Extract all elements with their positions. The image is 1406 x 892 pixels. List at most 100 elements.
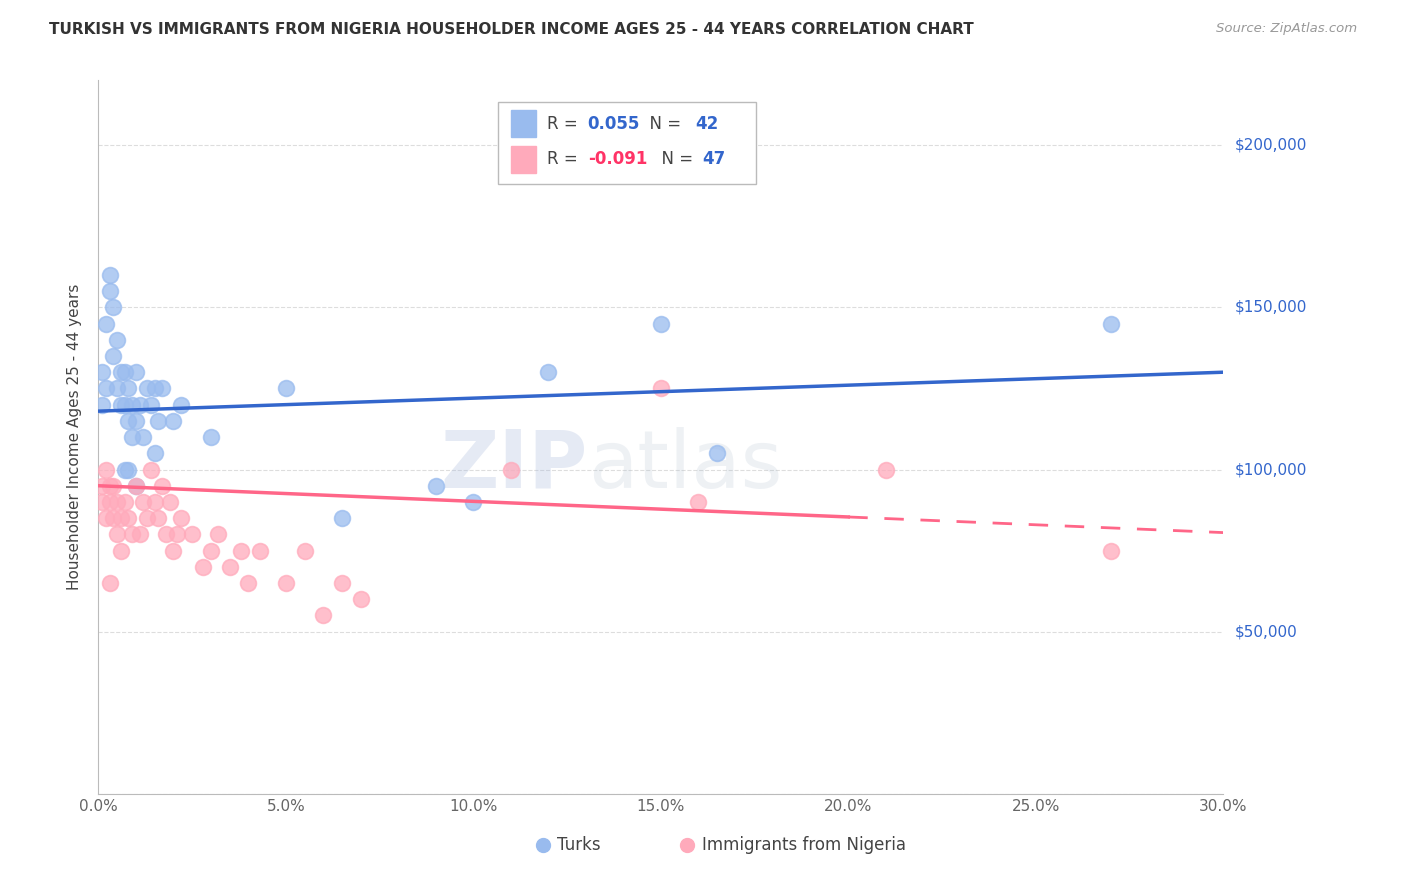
Point	[350, 592, 373, 607]
Point	[121, 398, 143, 412]
Point	[148, 414, 170, 428]
Point	[114, 398, 136, 412]
Text: Turks: Turks	[557, 837, 600, 855]
Point	[105, 333, 128, 347]
Point	[98, 284, 121, 298]
Point	[103, 349, 125, 363]
Point	[463, 495, 485, 509]
Point	[110, 365, 132, 379]
Point	[425, 479, 447, 493]
Point	[91, 398, 114, 412]
Point	[128, 398, 150, 412]
Point	[294, 543, 316, 558]
Text: -0.091: -0.091	[588, 151, 647, 169]
Point	[121, 430, 143, 444]
Text: $200,000: $200,000	[1234, 137, 1306, 153]
Point	[105, 381, 128, 395]
Point	[150, 479, 173, 493]
Point	[159, 495, 181, 509]
Text: 47: 47	[703, 151, 725, 169]
Point	[94, 462, 117, 476]
Point	[110, 398, 132, 412]
Point	[98, 268, 121, 282]
Point	[150, 381, 173, 395]
Point	[94, 511, 117, 525]
Point	[688, 495, 710, 509]
Point	[148, 511, 170, 525]
Text: Immigrants from Nigeria: Immigrants from Nigeria	[703, 837, 907, 855]
Point	[312, 608, 335, 623]
Point	[650, 317, 672, 331]
Point	[238, 576, 260, 591]
Point	[162, 414, 184, 428]
Text: $150,000: $150,000	[1234, 300, 1306, 315]
Point	[330, 576, 353, 591]
Text: $50,000: $50,000	[1234, 624, 1298, 640]
Point	[139, 462, 162, 476]
Point	[105, 495, 128, 509]
Point	[143, 495, 166, 509]
Point	[91, 365, 114, 379]
Point	[91, 495, 114, 509]
Point	[274, 576, 297, 591]
Text: $100,000: $100,000	[1234, 462, 1306, 477]
Point	[132, 495, 155, 509]
Point	[1099, 543, 1122, 558]
Point	[143, 446, 166, 460]
Point	[94, 381, 117, 395]
Point	[200, 543, 222, 558]
Point	[125, 365, 148, 379]
Point	[94, 317, 117, 331]
Text: Source: ZipAtlas.com: Source: ZipAtlas.com	[1216, 22, 1357, 36]
Point	[136, 381, 159, 395]
Text: TURKISH VS IMMIGRANTS FROM NIGERIA HOUSEHOLDER INCOME AGES 25 - 44 YEARS CORRELA: TURKISH VS IMMIGRANTS FROM NIGERIA HOUSE…	[49, 22, 974, 37]
Point	[155, 527, 177, 541]
Point	[98, 576, 121, 591]
Text: N =: N =	[640, 115, 686, 133]
Point	[274, 381, 297, 395]
Point	[143, 381, 166, 395]
Point	[162, 543, 184, 558]
Point	[98, 479, 121, 493]
Bar	[512, 146, 536, 173]
Point	[207, 527, 229, 541]
Point	[91, 479, 114, 493]
Point	[218, 559, 240, 574]
Point	[139, 398, 162, 412]
Text: R =: R =	[547, 115, 583, 133]
Point	[105, 527, 128, 541]
Point	[249, 543, 271, 558]
Point	[170, 398, 193, 412]
Point	[117, 511, 139, 525]
Point	[132, 430, 155, 444]
Point	[200, 430, 222, 444]
Point	[103, 479, 125, 493]
Text: 0.055: 0.055	[588, 115, 640, 133]
Point	[117, 381, 139, 395]
Point	[170, 511, 193, 525]
Point	[128, 527, 150, 541]
Point	[114, 495, 136, 509]
Point	[181, 527, 204, 541]
Point	[114, 365, 136, 379]
Point	[650, 381, 672, 395]
Text: R =: R =	[547, 151, 583, 169]
Point	[499, 462, 522, 476]
Text: N =: N =	[651, 151, 697, 169]
Point	[117, 414, 139, 428]
Point	[706, 446, 728, 460]
Point	[1099, 317, 1122, 331]
Point	[103, 301, 125, 315]
Point	[98, 495, 121, 509]
Point	[537, 365, 560, 379]
Point	[125, 479, 148, 493]
Point	[229, 543, 252, 558]
Point	[166, 527, 188, 541]
Point	[875, 462, 897, 476]
Point	[110, 543, 132, 558]
FancyBboxPatch shape	[498, 102, 756, 184]
Text: ZIP: ZIP	[440, 426, 588, 505]
Text: atlas: atlas	[588, 426, 782, 505]
Point	[136, 511, 159, 525]
Text: 42: 42	[696, 115, 718, 133]
